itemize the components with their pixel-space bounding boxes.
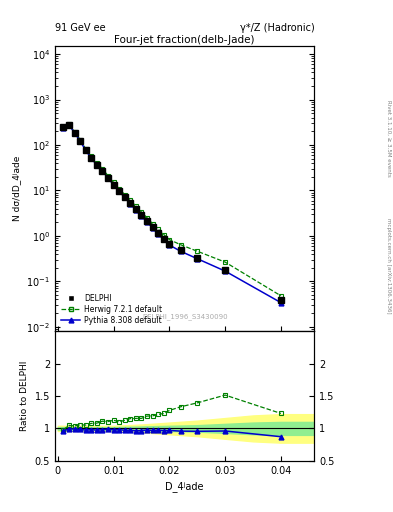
- Y-axis label: N dσ/dD_4ʲade: N dσ/dD_4ʲade: [12, 156, 21, 221]
- X-axis label: D_4ʲade: D_4ʲade: [165, 481, 204, 492]
- Text: γ*/Z (Hadronic): γ*/Z (Hadronic): [240, 23, 314, 33]
- Y-axis label: Ratio to DELPHI: Ratio to DELPHI: [20, 361, 29, 431]
- Text: 91 GeV ee: 91 GeV ee: [55, 23, 106, 33]
- Text: DELPHI_1996_S3430090: DELPHI_1996_S3430090: [142, 313, 228, 320]
- Title: Four-jet fraction(delb-Jade): Four-jet fraction(delb-Jade): [114, 35, 255, 45]
- Text: Rivet 3.1.10, ≥ 3.5M events: Rivet 3.1.10, ≥ 3.5M events: [386, 100, 391, 177]
- Legend: DELPHI, Herwig 7.2.1 default, Pythia 8.308 default: DELPHI, Herwig 7.2.1 default, Pythia 8.3…: [59, 291, 164, 327]
- Text: mcplots.cern.ch [arXiv:1306.3436]: mcplots.cern.ch [arXiv:1306.3436]: [386, 219, 391, 314]
